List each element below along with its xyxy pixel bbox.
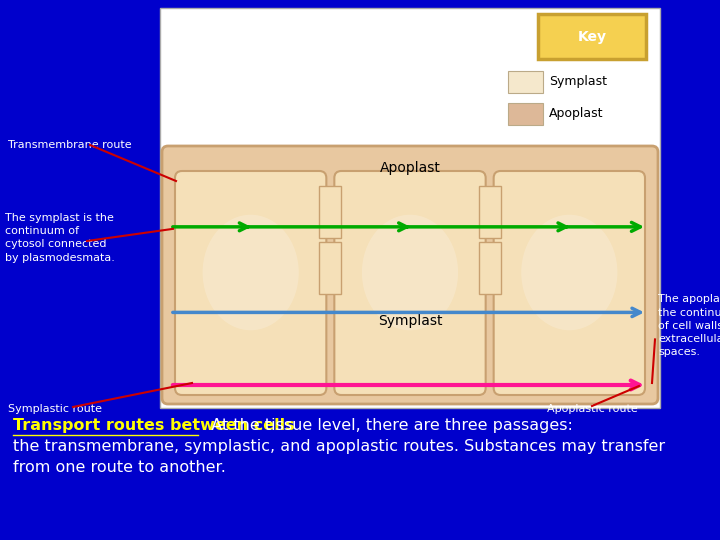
Bar [538,14,646,59]
Text: the transmembrane, symplastic, and apoplastic routes. Substances may transfer: the transmembrane, symplastic, and apopl… [13,439,665,454]
Text: Apoplast: Apoplast [549,107,603,120]
Text: Symplast: Symplast [549,76,607,89]
Bar [508,103,543,125]
Bar [508,71,543,93]
Text: Symplastic route: Symplastic route [8,404,102,414]
Bar [320,186,341,238]
Bar [160,8,660,408]
Text: The apoplast is
the continuum
of cell walls and
extracellular
spaces.: The apoplast is the continuum of cell wa… [658,294,720,357]
Text: Transmembrane route: Transmembrane route [8,140,132,150]
FancyBboxPatch shape [494,171,645,395]
Text: Key: Key [577,30,606,44]
Text: Apoplast: Apoplast [379,161,441,175]
Ellipse shape [521,215,618,330]
Text: Apoplastic route: Apoplastic route [547,404,638,414]
FancyBboxPatch shape [162,146,658,404]
Bar [479,242,500,294]
Ellipse shape [202,215,299,330]
Text: The symplast is the
continuum of
cytosol connected
by plasmodesmata.: The symplast is the continuum of cytosol… [5,213,115,262]
Text: At the tissue level, there are three passages:: At the tissue level, there are three pas… [201,418,573,433]
Bar [479,186,500,238]
Ellipse shape [362,215,458,330]
FancyBboxPatch shape [175,171,326,395]
FancyBboxPatch shape [334,171,486,395]
Bar [320,242,341,294]
Text: Transport routes between cells: Transport routes between cells [13,418,294,433]
Text: Symplast: Symplast [378,314,442,328]
Text: from one route to another.: from one route to another. [13,460,226,475]
